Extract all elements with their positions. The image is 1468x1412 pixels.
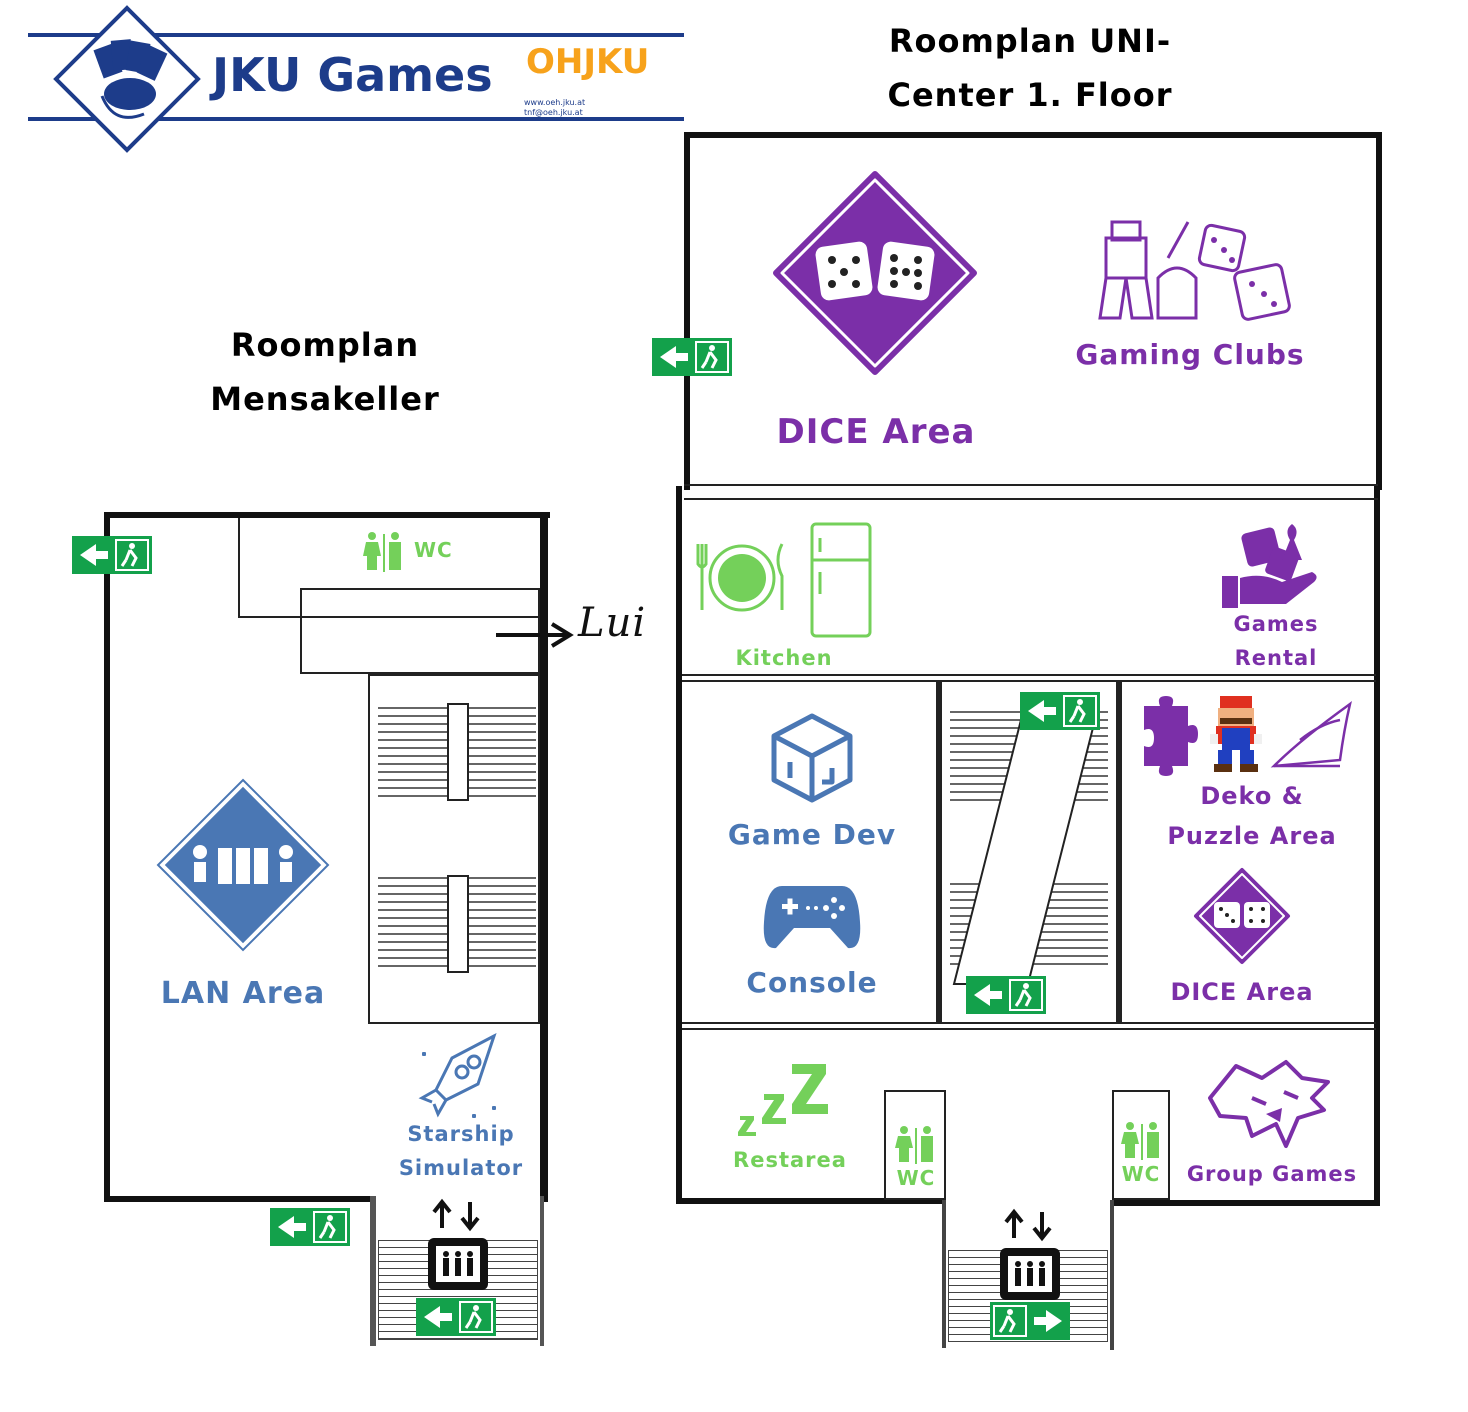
lan-area-label: LAN Area bbox=[160, 976, 326, 1011]
playing-cards-mouse-icon bbox=[53, 5, 201, 153]
divider-mid bbox=[682, 674, 1376, 682]
fridge-icon bbox=[810, 522, 872, 638]
dice-area-label: DICE Area bbox=[776, 412, 976, 452]
wall bbox=[1110, 1200, 1380, 1206]
emergency-exit-icon bbox=[72, 536, 152, 574]
kitchen-label: Kitchen bbox=[735, 646, 833, 670]
games-rental-label-line1: Games bbox=[1233, 612, 1319, 636]
wall bbox=[684, 132, 690, 490]
logo-top-rule bbox=[28, 33, 684, 37]
group-games-label: Group Games bbox=[1186, 1162, 1358, 1186]
deko-label-line1: Deko & bbox=[1200, 782, 1304, 810]
arrow-icon bbox=[496, 622, 574, 648]
corridor bbox=[300, 588, 540, 674]
console-label: Console bbox=[746, 966, 878, 999]
header-logo: JKU Games OHJKU www.oeh.jku.at tnf@oeh.j… bbox=[0, 0, 700, 153]
wall bbox=[540, 1196, 544, 1346]
puzzle-piece-icon bbox=[1144, 696, 1198, 776]
rocket-icon bbox=[418, 1032, 497, 1118]
sleep-zzz-icon bbox=[738, 1064, 828, 1136]
oh-contact-line2: tnf@oeh.jku.at bbox=[524, 108, 583, 117]
wc-left-room bbox=[884, 1090, 946, 1200]
right-title-line1: Roomplan UNI- bbox=[888, 22, 1172, 60]
emergency-exit-icon bbox=[416, 1298, 496, 1336]
wc-right-room bbox=[1112, 1090, 1170, 1200]
lan-computers-icon bbox=[156, 778, 330, 952]
restroom-icon bbox=[895, 1126, 933, 1164]
stairs bbox=[950, 707, 1108, 985]
center-stair-walls bbox=[936, 680, 1122, 1024]
emergency-exit-icon bbox=[1020, 692, 1100, 730]
wall bbox=[1374, 486, 1380, 1206]
right-title-line2: Center 1. Floor bbox=[887, 76, 1173, 114]
wc-right-label: WC bbox=[1121, 1162, 1161, 1186]
mario-pixel-icon bbox=[1210, 696, 1262, 772]
dice-area-small-label: DICE Area bbox=[1170, 978, 1314, 1006]
starship-label-line2: Simulator bbox=[398, 1156, 524, 1180]
wall bbox=[676, 1198, 946, 1204]
dice-icon bbox=[1194, 868, 1290, 964]
logo-bottom-rule bbox=[28, 117, 684, 121]
deko-label-line2: Puzzle Area bbox=[1167, 822, 1337, 850]
emergency-exit-icon bbox=[270, 1208, 350, 1246]
wall bbox=[684, 132, 1382, 138]
restroom-icon bbox=[1121, 1122, 1159, 1160]
wolf-icon bbox=[1208, 1060, 1330, 1148]
restarea-label: Restarea bbox=[733, 1148, 847, 1172]
emergency-exit-icon bbox=[966, 976, 1046, 1014]
stairs bbox=[378, 703, 536, 973]
wall bbox=[676, 486, 682, 1202]
miniature-figure-icon bbox=[1098, 220, 1291, 321]
emergency-exit-icon bbox=[652, 338, 732, 376]
wall bbox=[104, 1196, 376, 1202]
plate-cutlery-icon bbox=[696, 543, 784, 612]
oh-logo: OHJKU www.oeh.jku.at tnf@oeh.jku.at bbox=[522, 40, 652, 120]
gamepad-icon bbox=[763, 886, 861, 949]
wall bbox=[942, 1198, 946, 1348]
wall bbox=[1110, 1200, 1114, 1350]
wall bbox=[370, 1196, 376, 1346]
wall bbox=[1376, 132, 1382, 490]
dice-icon bbox=[773, 171, 977, 375]
games-rental-label-line2: Rental bbox=[1234, 646, 1318, 670]
oh-logo-text: OHJKU bbox=[526, 42, 650, 82]
logo-text: JKU Games bbox=[212, 48, 493, 102]
emergency-exit-icon bbox=[990, 1302, 1070, 1340]
gaming-clubs-label: Gaming Clubs bbox=[1075, 338, 1305, 371]
lui-label: Lui bbox=[578, 600, 647, 646]
divider-top bbox=[684, 484, 1378, 500]
wc-label: WC bbox=[414, 538, 453, 562]
left-title-line1: Roomplan bbox=[230, 326, 420, 364]
game-dev-label: Game Dev bbox=[727, 818, 897, 851]
wc-left-label: WC bbox=[896, 1166, 936, 1190]
dice-hand-icon bbox=[1222, 524, 1317, 608]
elevator-icon bbox=[428, 1198, 488, 1290]
restroom-icon bbox=[363, 532, 401, 572]
left-title-line2: Mensakeller bbox=[210, 380, 440, 418]
wc-room bbox=[238, 518, 540, 618]
elevator-icon bbox=[1000, 1208, 1060, 1300]
mensakeller-plan: WC Lui LAN Area Starship Simulator bbox=[0, 0, 700, 1412]
divider-low bbox=[682, 1022, 1376, 1030]
wall bbox=[104, 512, 110, 1202]
cube-logo-icon bbox=[771, 713, 853, 803]
starship-label-line1: Starship bbox=[407, 1122, 515, 1146]
oh-contact-line1: www.oeh.jku.at bbox=[524, 98, 586, 107]
iron-icon bbox=[1270, 701, 1352, 768]
wall bbox=[540, 512, 548, 1202]
wall bbox=[104, 512, 550, 518]
stair-block bbox=[368, 674, 540, 1024]
